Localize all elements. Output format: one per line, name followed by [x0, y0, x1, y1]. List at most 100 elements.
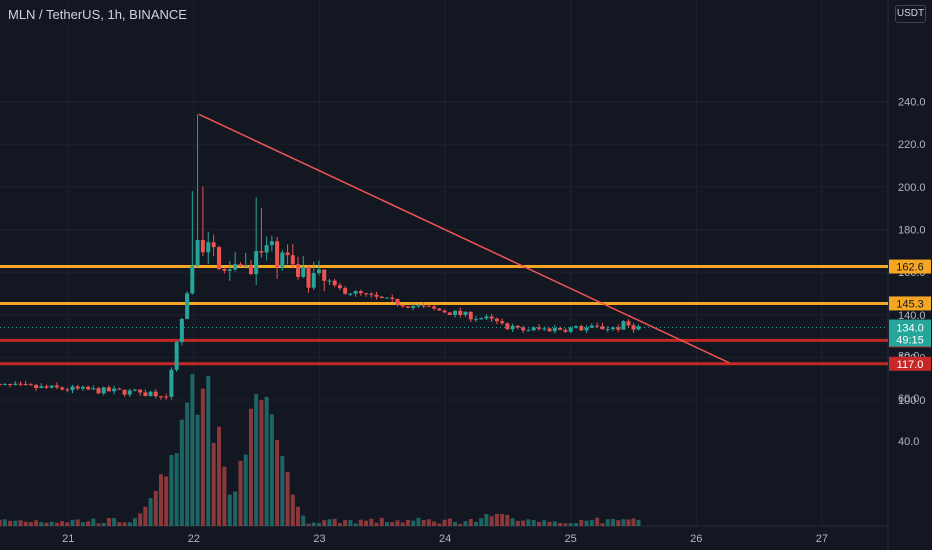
volume-bar: [169, 455, 174, 526]
candle-body: [285, 252, 290, 256]
horizontal-levels[interactable]: [0, 265, 888, 366]
candle-body: [143, 392, 148, 396]
volume-bar: [552, 521, 557, 526]
volume-bar: [631, 518, 636, 526]
volume-bar: [343, 520, 348, 526]
volume-bar: [296, 506, 301, 526]
bar-countdown-label: 49:15: [896, 335, 924, 347]
current-price-label: 134.0: [896, 323, 924, 335]
candle-body: [39, 386, 44, 389]
candle-body: [0, 384, 2, 386]
candle-body: [400, 304, 405, 307]
chart-title: MLN / TetherUS, 1h, BINANCE: [8, 7, 187, 22]
volume-bar: [96, 523, 101, 526]
candle-body: [463, 311, 468, 315]
volume-bar: [233, 491, 238, 526]
volume-bar: [479, 518, 484, 526]
candle-body: [447, 312, 452, 315]
currency-badge-label: USDT: [896, 8, 925, 19]
volume-bar: [385, 522, 390, 526]
candles: [0, 114, 641, 400]
candle-body: [8, 383, 13, 385]
candle-body: [264, 245, 269, 253]
candle-body: [211, 242, 216, 248]
volume-bar: [348, 519, 353, 526]
candle-body: [494, 318, 499, 322]
time-tick-label: 24: [439, 533, 451, 545]
time-tick-label: 21: [62, 533, 74, 545]
candle-body: [337, 285, 342, 289]
volume-bar: [353, 523, 358, 526]
volume-bar: [473, 521, 478, 526]
volume-bar: [327, 519, 332, 526]
candle-body: [405, 306, 410, 308]
volume-bar: [122, 522, 127, 526]
candle-body: [96, 388, 101, 394]
candle-body: [510, 325, 515, 330]
candle-body: [280, 252, 285, 268]
volume-bar: [248, 408, 253, 526]
candle-body: [358, 291, 363, 294]
candle-body: [34, 385, 39, 389]
candle-body: [49, 385, 54, 388]
volume-bar: [112, 518, 117, 526]
candle-body: [479, 318, 484, 320]
volume-bar: [132, 518, 137, 526]
volume-bar: [158, 474, 163, 526]
currency-badge[interactable]: USDT: [895, 5, 926, 23]
volume-bar: [259, 400, 264, 526]
candle-body: [605, 329, 610, 331]
volume-bar: [86, 521, 91, 526]
candle-body: [290, 255, 295, 265]
volume-bar: [138, 513, 143, 526]
volume-bar: [484, 513, 489, 526]
volume-bar: [547, 521, 552, 526]
volume-bar: [563, 523, 568, 526]
candle-body: [65, 389, 70, 391]
candle-body: [301, 267, 306, 277]
volume-bar: [311, 522, 316, 526]
volume-bar: [280, 456, 285, 526]
volume-bar: [411, 520, 416, 526]
candle-body: [432, 306, 437, 309]
trendline[interactable]: [198, 113, 730, 364]
candle-body: [106, 387, 111, 392]
level-badge: [889, 296, 931, 311]
candle-body: [327, 280, 332, 282]
candle-body: [426, 305, 431, 307]
candle-body: [636, 326, 641, 330]
time-axis[interactable]: 21 22 23 24 25 26 27: [62, 533, 828, 545]
candle-body: [70, 386, 75, 391]
volume-bar: [531, 519, 536, 526]
volume-bar: [468, 519, 473, 526]
candle-body: [153, 391, 158, 397]
grid: [0, 0, 889, 550]
candle-body: [254, 251, 259, 275]
volume-bar: [117, 522, 122, 526]
volume-bar: [285, 471, 290, 526]
candle-body: [60, 387, 65, 390]
volume-bar: [515, 520, 520, 526]
candle-body: [185, 293, 190, 319]
candle-body: [364, 293, 369, 295]
trendline-line[interactable]: [198, 113, 730, 364]
level-badge: [889, 259, 931, 274]
candle-body: [13, 383, 18, 385]
volume-bar: [75, 519, 80, 526]
candle-body: [437, 308, 442, 311]
candle-body: [505, 323, 510, 330]
candle-body: [611, 327, 616, 330]
candle-body: [190, 265, 195, 294]
volume-bar: [322, 520, 327, 526]
candle-body: [23, 383, 28, 385]
volume-bar: [390, 522, 395, 526]
volume-bar: [8, 520, 13, 526]
volume-bar: [600, 523, 605, 526]
volume-bar: [217, 426, 222, 526]
volume-bar: [558, 522, 563, 526]
candle-body: [138, 389, 143, 393]
volume-bar: [605, 519, 610, 526]
candle-body: [122, 389, 127, 395]
